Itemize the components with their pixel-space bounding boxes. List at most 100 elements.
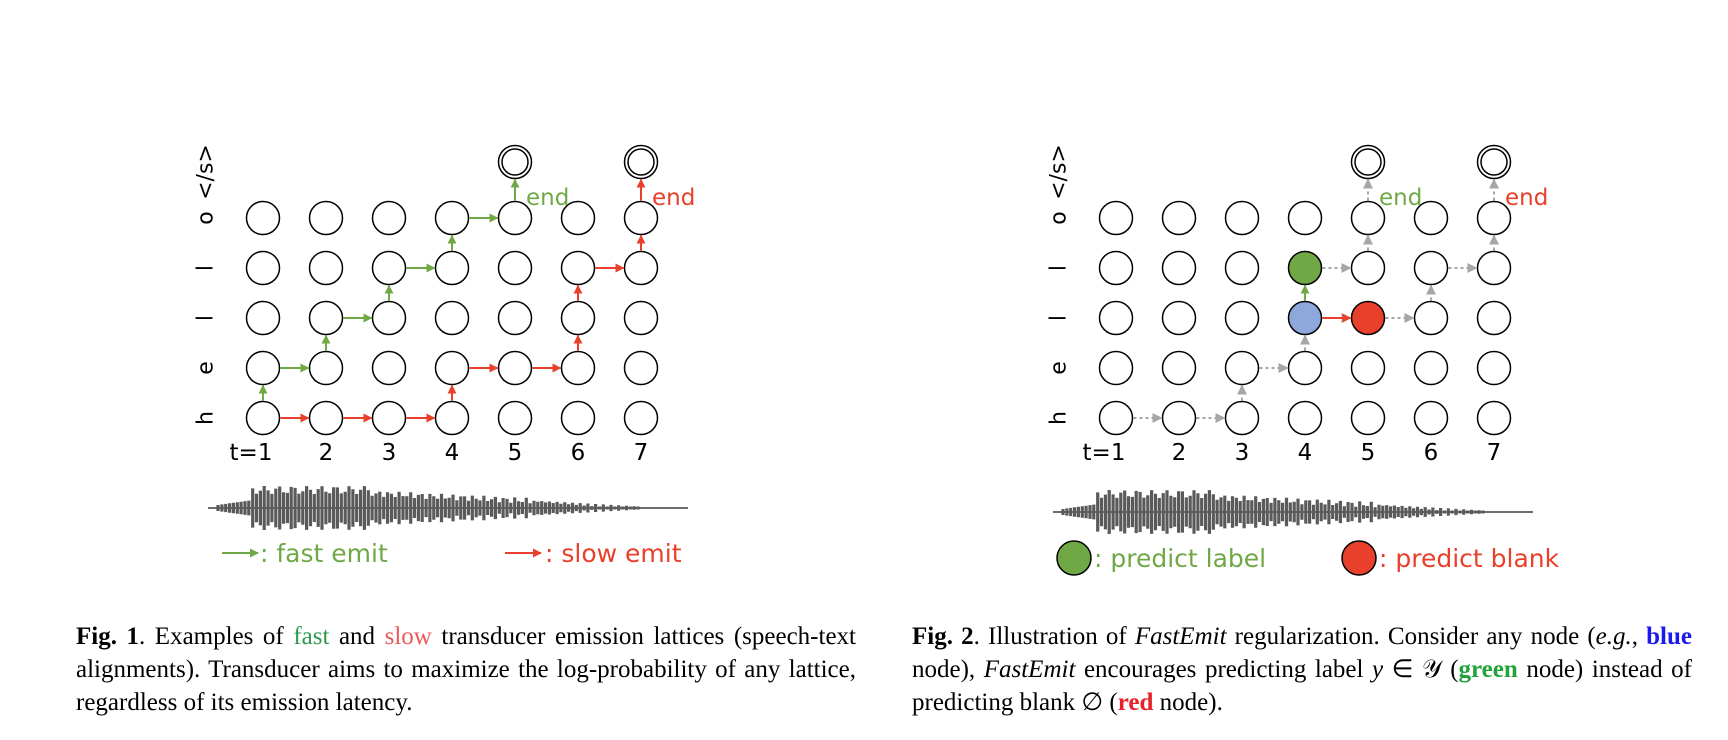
legend-fast-text: : fast emit	[260, 539, 388, 568]
lattice-node	[1161, 300, 1197, 336]
caption-fastemit: FastEmit	[1134, 623, 1227, 650]
lattice-node	[560, 350, 596, 386]
caption-label: Fig. 1	[76, 623, 140, 650]
lattice-node	[371, 350, 407, 386]
caption-text: . Examples of	[139, 623, 294, 650]
lattice-node	[497, 300, 533, 336]
lattice-node	[308, 350, 344, 386]
caption-fastemit: FastEmit	[983, 656, 1076, 683]
end-node-inner	[1480, 148, 1508, 176]
legend-blank-text: : predict blank	[1379, 544, 1560, 573]
lattice-node	[497, 250, 533, 286]
lattice-node	[623, 300, 659, 336]
time-label: 5	[508, 440, 523, 466]
lattice-node	[560, 300, 596, 336]
token-label: l	[194, 315, 219, 321]
caption-text: transducer emission lattices (speech-tex…	[76, 623, 856, 716]
lattice-node	[1224, 200, 1260, 236]
lattice-node	[1350, 350, 1386, 386]
lattice-node	[1350, 400, 1386, 436]
figure-2-caption: Fig. 2. Illustration of FastEmit regular…	[912, 620, 1692, 719]
lattice-node	[1098, 250, 1134, 286]
caption-red-word: red	[1117, 689, 1154, 716]
time-label: 7	[1487, 440, 1502, 466]
lattice-node	[371, 300, 407, 336]
lattice-node	[1098, 200, 1134, 236]
token-label: e	[1047, 361, 1072, 375]
lattice-node-green	[1287, 250, 1323, 286]
lattice-node	[623, 350, 659, 386]
end-node-inner	[501, 148, 529, 176]
waveform	[216, 486, 640, 530]
caption-fast-word: fast	[293, 623, 330, 650]
lattice-node	[308, 200, 344, 236]
figures-canvas: h e l l o </s> t=1 2 3 4 5 6 7 end end: fast emit: slo…	[194, 144, 1560, 576]
figure-1-fast-slow-lattice: h e l l o </s> t=1 2 3 4 5 6 7 end end: fast emit: slo…	[194, 144, 696, 568]
lattice-node	[560, 250, 596, 286]
lattice-node	[308, 250, 344, 286]
end-label: end	[1379, 185, 1422, 211]
lattice-node	[1476, 350, 1512, 386]
lattice-node	[560, 400, 596, 436]
lattice-node	[1224, 300, 1260, 336]
time-label: 2	[319, 440, 334, 466]
lattice-node	[434, 200, 470, 236]
token-label: </s>	[194, 144, 219, 200]
lattice-node-blue	[1287, 300, 1323, 336]
figure-1-caption: Fig. 1. Examples of fast and slow transd…	[76, 620, 856, 719]
time-label: 6	[571, 440, 586, 466]
lattice-node	[371, 400, 407, 436]
lattice-node	[371, 200, 407, 236]
lattice-node	[497, 400, 533, 436]
lattice-node	[308, 400, 344, 436]
time-label: 4	[1298, 440, 1313, 466]
caption-text: (	[1441, 656, 1459, 683]
lattice-node	[1161, 250, 1197, 286]
caption-text: node) instead of predicting blank ∅ (	[912, 656, 1693, 716]
lattice-node	[623, 250, 659, 286]
caption-text: node),	[912, 656, 984, 683]
legend-slow-text: : slow emit	[545, 539, 682, 568]
caption-green-word: green	[1458, 656, 1518, 683]
time-label: 3	[382, 440, 397, 466]
lattice-node	[1413, 350, 1449, 386]
legend-green-node	[1056, 540, 1092, 576]
token-label: l	[1047, 315, 1072, 321]
lattice-node	[1098, 350, 1134, 386]
time-label: 3	[1235, 440, 1250, 466]
token-label: h	[194, 411, 219, 425]
end-node-inner	[1354, 148, 1382, 176]
lattice-node	[1161, 200, 1197, 236]
lattice-node	[1287, 200, 1323, 236]
time-label: 5	[1361, 440, 1376, 466]
lattice-node	[1098, 400, 1134, 436]
lattice-node	[1413, 200, 1449, 236]
waveform	[1061, 490, 1485, 534]
caption-text: encourages predicting label	[1075, 656, 1373, 683]
caption-label: Fig. 2	[912, 623, 974, 650]
lattice-node	[1476, 250, 1512, 286]
caption-slow-word: slow	[384, 623, 432, 650]
caption-text: . Illustration of	[973, 623, 1135, 650]
lattice-node	[1224, 250, 1260, 286]
caption-text: node).	[1153, 689, 1223, 716]
lattice-node	[560, 200, 596, 236]
end-label: end	[652, 185, 695, 211]
lattice-node	[1476, 300, 1512, 336]
token-label: h	[1047, 411, 1072, 425]
lattice-node	[434, 300, 470, 336]
time-label: 2	[1172, 440, 1187, 466]
lattice-node	[1098, 300, 1134, 336]
lattice-node	[245, 200, 281, 236]
legend-label-text: : predict label	[1094, 544, 1266, 573]
lattice-node	[1413, 300, 1449, 336]
end-label: end	[1505, 185, 1548, 211]
end-node-inner	[627, 148, 655, 176]
caption-label-set-symbol: 𝒴	[1422, 656, 1442, 683]
lattice-node	[623, 400, 659, 436]
lattice-node	[245, 350, 281, 386]
lattice-node	[497, 350, 533, 386]
end-label: end	[526, 185, 569, 211]
lattice-node	[1161, 400, 1197, 436]
lattice-node	[1413, 400, 1449, 436]
